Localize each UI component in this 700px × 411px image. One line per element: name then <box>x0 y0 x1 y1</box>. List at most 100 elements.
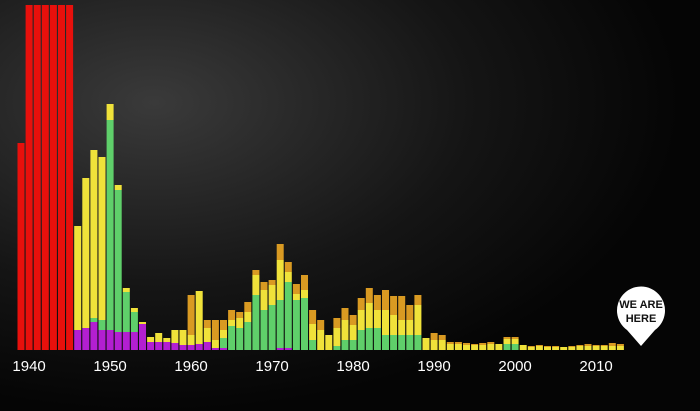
bar-segment <box>106 104 114 120</box>
bar-segment <box>584 346 592 350</box>
bar-segment <box>406 305 414 320</box>
bar-segment <box>333 346 341 350</box>
bar-segment <box>268 285 276 305</box>
bar-segment <box>487 344 495 350</box>
bar-segment <box>438 340 446 350</box>
bar-segment <box>284 348 292 350</box>
bar-segment <box>349 325 357 340</box>
bar-segment <box>390 335 398 350</box>
bar-segment <box>122 288 130 292</box>
bar-segment <box>390 296 398 315</box>
bar-segment <box>576 345 584 346</box>
bar-segment <box>268 305 276 350</box>
bar-segment <box>301 275 308 290</box>
x-tick-label: 1950 <box>93 358 126 375</box>
bar-segment <box>252 275 260 295</box>
bar-segment <box>211 320 219 340</box>
bar-segment <box>373 310 381 328</box>
bar-segment <box>74 226 82 330</box>
bar-segment <box>463 345 470 350</box>
x-tick-label: 1980 <box>336 358 369 375</box>
bar-segment <box>349 340 357 350</box>
bar-segment <box>341 340 349 350</box>
bar-segment <box>382 290 389 310</box>
bar-segment <box>114 332 122 350</box>
bar-segment <box>471 345 479 350</box>
bar-segment <box>584 344 592 346</box>
bar-segment <box>106 120 114 330</box>
bar-segment <box>171 330 179 343</box>
bar-segment <box>228 326 236 350</box>
bar-segment <box>373 328 381 350</box>
bar-segment <box>203 320 211 328</box>
bar-segment <box>228 320 236 326</box>
bar-segment <box>276 300 284 348</box>
bar-segment <box>82 178 90 328</box>
bar-segment <box>252 270 260 275</box>
bar-segment <box>284 272 292 282</box>
bar-segment <box>608 343 616 346</box>
bar-segment <box>244 302 252 312</box>
bar-segment <box>292 294 300 300</box>
bar-segment <box>41 5 49 350</box>
bar-segment <box>600 345 608 346</box>
bar-segment <box>503 337 511 339</box>
bar-segment <box>495 344 503 350</box>
bar-segment <box>616 346 624 350</box>
bar-segment <box>98 157 106 320</box>
bar-segment <box>576 346 584 350</box>
pin-line: WE ARE <box>619 299 663 311</box>
bar-segment <box>357 310 365 330</box>
bar-segment <box>155 333 163 342</box>
bar-segment <box>98 320 106 330</box>
x-tick-label: 2010 <box>579 358 612 375</box>
bar-segment <box>276 260 284 300</box>
x-tick-label: 1940 <box>12 358 45 375</box>
bar-segment <box>422 338 430 350</box>
bar-segment <box>90 318 98 322</box>
bar-segment <box>17 143 25 350</box>
bars <box>17 5 624 350</box>
bar-segment <box>471 344 479 345</box>
bar-segment <box>511 339 519 344</box>
bar-segment <box>244 312 252 322</box>
bar-segment <box>155 342 163 350</box>
bar-segment <box>195 344 203 350</box>
bar-segment <box>163 342 171 350</box>
bar-segment <box>560 347 568 350</box>
bar-segment <box>211 340 219 348</box>
bar-segment <box>414 295 422 305</box>
bar-segment <box>203 328 211 342</box>
bar-segment <box>90 150 98 318</box>
bar-segment <box>365 288 373 303</box>
bar-segment <box>398 296 406 320</box>
bar-segment <box>179 345 187 350</box>
bar-segment <box>544 346 551 347</box>
bar-segment <box>33 5 41 350</box>
bar-segment <box>398 320 406 335</box>
bar-segment <box>398 335 406 350</box>
bar-segment <box>268 280 276 285</box>
bar-segment <box>58 5 65 350</box>
we-are-here-pin: WE ARE HERE <box>617 286 665 346</box>
bar-segment <box>446 344 454 350</box>
bar-segment <box>82 328 90 350</box>
bar-segment <box>74 330 82 350</box>
bar-segment <box>438 335 446 340</box>
bar-segment <box>535 346 543 350</box>
bar-segment <box>527 347 535 350</box>
bar-segment <box>390 315 398 335</box>
bar-segment <box>187 335 195 345</box>
x-tick-label: 1990 <box>417 358 450 375</box>
x-tick-label: 1970 <box>255 358 288 375</box>
bar-segment <box>90 322 98 350</box>
bar-segment <box>292 284 300 294</box>
bar-segment <box>365 303 373 328</box>
bar-segment <box>236 328 244 350</box>
bar-segment <box>147 342 155 350</box>
bar-segment <box>122 332 130 350</box>
bar-segment <box>365 328 373 350</box>
bar-segment <box>511 344 519 350</box>
